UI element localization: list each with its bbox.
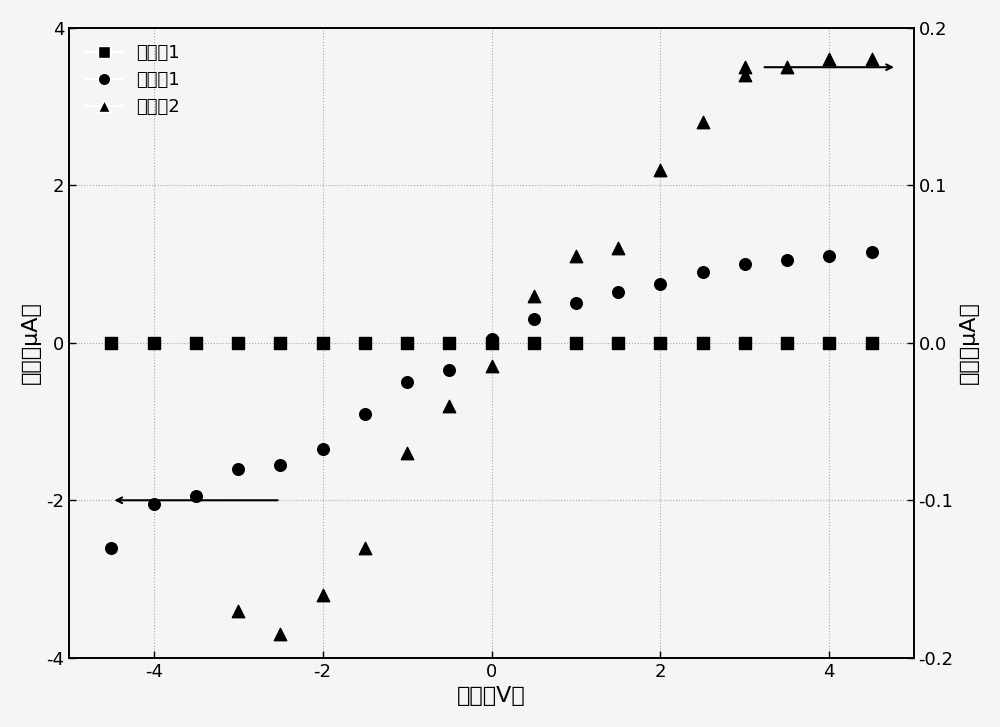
Y-axis label: 电流（μA）: 电流（μA）	[21, 302, 41, 385]
X-axis label: 电压（V）: 电压（V）	[457, 686, 526, 706]
Point	[188, 491, 204, 502]
Y-axis label: 电流（μA）: 电流（μA）	[959, 302, 979, 385]
Point	[230, 337, 246, 349]
Point	[526, 313, 542, 325]
Point	[526, 337, 542, 349]
Point	[484, 361, 500, 372]
Point	[272, 628, 288, 640]
Point	[737, 258, 753, 270]
Point	[357, 542, 373, 553]
Point	[864, 337, 880, 349]
Point	[610, 243, 626, 254]
Point	[103, 542, 119, 553]
Point	[188, 337, 204, 349]
Point	[399, 377, 415, 388]
Point	[779, 254, 795, 266]
Point	[399, 337, 415, 349]
Point	[695, 266, 711, 278]
Point	[315, 337, 331, 349]
Legend: 对比例1, 实施例1, 实施例2: 对比例1, 实施例1, 实施例2	[78, 37, 187, 124]
Point	[103, 337, 119, 349]
Point	[568, 297, 584, 309]
Point	[484, 337, 500, 349]
Point	[315, 443, 331, 455]
Point	[568, 337, 584, 349]
Point	[230, 605, 246, 616]
Point	[695, 337, 711, 349]
Point	[441, 337, 457, 349]
Point	[821, 337, 837, 349]
Point	[652, 164, 668, 175]
Point	[610, 286, 626, 297]
Point	[441, 364, 457, 376]
Point	[737, 337, 753, 349]
Point	[695, 116, 711, 128]
Point	[272, 459, 288, 470]
Point	[357, 337, 373, 349]
Point	[441, 400, 457, 411]
Point	[315, 589, 331, 601]
Point	[272, 337, 288, 349]
Point	[357, 408, 373, 419]
Point	[821, 250, 837, 262]
Point	[652, 337, 668, 349]
Point	[821, 54, 837, 65]
Point	[737, 69, 753, 81]
Point	[779, 337, 795, 349]
Point	[610, 337, 626, 349]
Point	[526, 290, 542, 302]
Point	[568, 250, 584, 262]
Point	[399, 447, 415, 459]
Point	[864, 246, 880, 258]
Point	[737, 61, 753, 73]
Point	[146, 499, 162, 510]
Point	[484, 333, 500, 345]
Point	[779, 61, 795, 73]
Point	[230, 463, 246, 475]
Point	[146, 337, 162, 349]
Point	[652, 278, 668, 289]
Point	[864, 54, 880, 65]
